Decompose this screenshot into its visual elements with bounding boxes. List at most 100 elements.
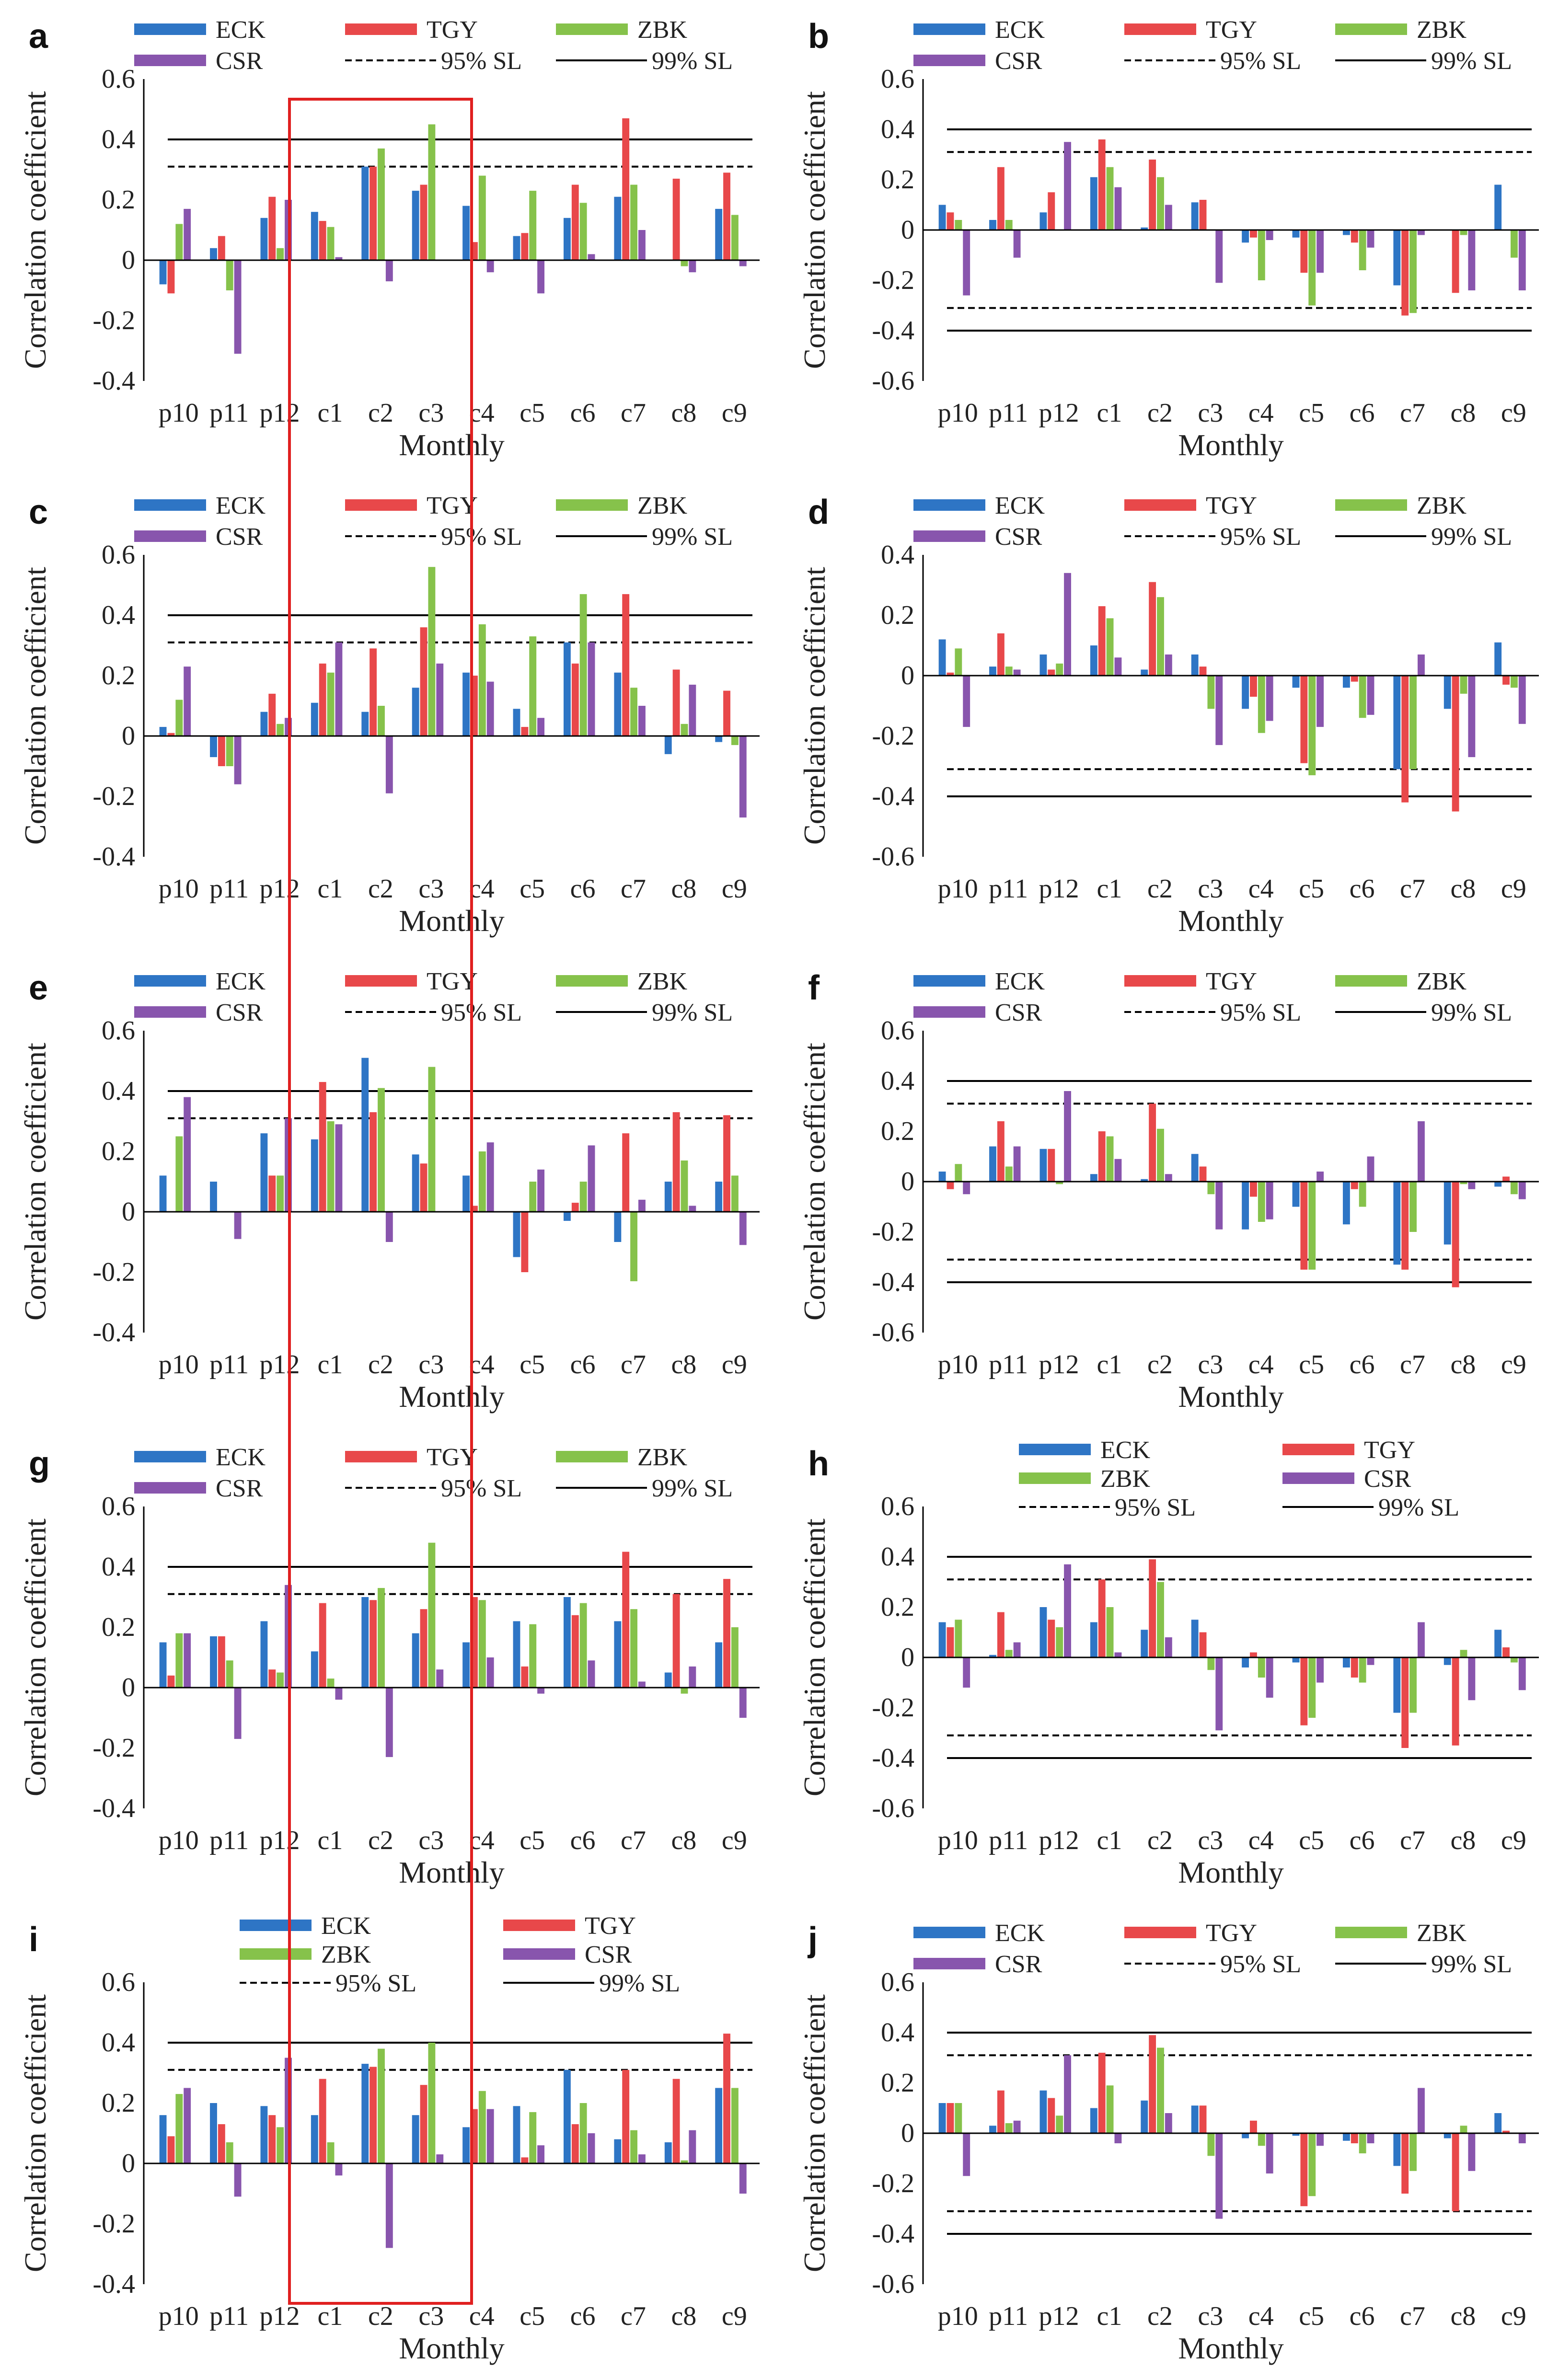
x-tick-label: c9 — [722, 2301, 747, 2331]
bar-zbk-c2 — [1157, 1128, 1164, 1182]
legend-label: TGY — [585, 1912, 636, 1940]
bar-csr-c2 — [1165, 1637, 1172, 1657]
bar-eck-c9 — [1494, 1630, 1502, 1657]
bar-zbk-p11 — [1005, 2123, 1013, 2133]
bar-csr-p10 — [184, 1097, 191, 1212]
bar-csr-c9 — [1518, 230, 1526, 290]
legend-label: 95% SL — [441, 47, 522, 75]
legend-label: 99% SL — [652, 1475, 733, 1502]
bar-eck-c3 — [1191, 1620, 1199, 1657]
bar-eck-c3 — [1191, 1154, 1199, 1182]
y-tick-label: 0 — [122, 721, 135, 751]
bar-zbk-c7 — [630, 688, 637, 736]
x-tick-label: c3 — [418, 2301, 444, 2331]
bar-zbk-c2 — [1157, 2047, 1164, 2133]
bar-csr-c7 — [638, 706, 646, 736]
bar-eck-c8 — [664, 1182, 672, 1212]
bar-zbk-p11 — [1005, 1650, 1013, 1657]
x-axis-title: Monthly — [1178, 1855, 1283, 1889]
bar-tgy-c2 — [1149, 582, 1156, 676]
x-tick-label: p10 — [159, 1350, 199, 1380]
bar-tgy-c5 — [521, 727, 529, 736]
legend-label: CSR — [585, 1941, 632, 1968]
legend-swatch-zbk — [1019, 1472, 1091, 1484]
legend-label: 99% SL — [1431, 523, 1512, 551]
bar-tgy-c5 — [521, 1212, 529, 1272]
bar-eck-c1 — [1090, 1174, 1097, 1182]
x-tick-label: c5 — [1299, 1350, 1324, 1380]
bar-tgy-c1 — [319, 2079, 326, 2163]
bar-csr-c4 — [486, 681, 494, 736]
bar-eck-c7 — [614, 1621, 622, 1688]
bar-csr-c8 — [689, 260, 696, 273]
x-tick-label: c8 — [1450, 874, 1476, 904]
bar-tgy-c1 — [319, 1082, 326, 1212]
bar-zbk-p12 — [1056, 1627, 1063, 1657]
bar-csr-c1 — [335, 1688, 343, 1700]
x-axis-title: Monthly — [399, 1380, 504, 1414]
bar-csr-c2 — [1165, 654, 1172, 676]
legend-label: TGY — [1206, 968, 1257, 995]
legend-label: ZBK — [637, 1444, 687, 1471]
bar-csr-c1 — [1114, 1652, 1122, 1657]
legend-label: TGY — [427, 1444, 478, 1471]
x-tick-label: c7 — [621, 874, 646, 904]
legend-swatch-zbk — [1335, 499, 1407, 511]
bar-tgy-p10 — [947, 2103, 954, 2133]
x-tick-label: c2 — [1147, 1350, 1173, 1380]
bar-zbk-p10 — [175, 2094, 183, 2163]
bar-eck-c9 — [715, 1642, 723, 1688]
bar-zbk-c5 — [1308, 230, 1316, 306]
legend-label: 95% SL — [1220, 1951, 1301, 1978]
bar-zbk-c2 — [378, 1588, 385, 1688]
x-tick-label: c7 — [1400, 1350, 1425, 1380]
x-tick-label: c4 — [1248, 1350, 1274, 1380]
bar-eck-p11 — [210, 248, 217, 260]
x-tick-label: c6 — [1350, 874, 1375, 904]
y-tick-label: 0.6 — [881, 1492, 914, 1521]
bar-tgy-p12 — [1048, 1620, 1055, 1657]
x-tick-label: c9 — [1501, 1826, 1526, 1855]
bar-tgy-p10 — [947, 1182, 954, 1189]
legend-swatch-eck — [134, 499, 206, 511]
x-tick-label: p11 — [989, 874, 1028, 904]
legend: ECK TGY ZBK CSR 95% SL 99% SL — [134, 16, 733, 75]
y-tick-label: 0.2 — [881, 165, 914, 195]
legend-swatch-eck — [913, 1927, 985, 1938]
bar-eck-p11 — [989, 1655, 996, 1657]
bar-zbk-c9 — [731, 1627, 739, 1688]
bar-tgy-p10 — [947, 1627, 954, 1657]
bar-csr-p11 — [1013, 2120, 1021, 2133]
bar-tgy-c9 — [723, 172, 730, 260]
bar-tgy-c8 — [672, 1594, 680, 1688]
bar-zbk-c3 — [1207, 676, 1215, 709]
legend-swatch-zbk — [1335, 1927, 1407, 1938]
bar-zbk-c1 — [327, 1679, 335, 1688]
bar-tgy-c1 — [1098, 1579, 1106, 1657]
bar-tgy-c4 — [1250, 2120, 1257, 2133]
panel-letter: c — [29, 493, 48, 531]
bar-zbk-p12 — [1056, 1182, 1063, 1184]
bar-eck-p11 — [989, 1146, 996, 1182]
x-axis-title: Monthly — [1178, 904, 1283, 938]
bar-eck-c9 — [715, 208, 723, 260]
bar-zbk-c5 — [529, 636, 537, 736]
legend-swatch-zbk — [1335, 23, 1407, 35]
bar-eck-c1 — [311, 212, 318, 260]
bar-csr-c2 — [385, 1212, 393, 1242]
bar-csr-p11 — [234, 736, 242, 784]
bar-zbk-p10 — [175, 224, 183, 260]
x-tick-label: c1 — [318, 1350, 343, 1380]
bar-eck-c4 — [1242, 1182, 1249, 1230]
legend-label: 99% SL — [1431, 1951, 1512, 1978]
bar-tgy-p12 — [1048, 192, 1055, 230]
bar-eck-c3 — [412, 1633, 419, 1688]
bar-csr-c9 — [1518, 676, 1526, 724]
legend-label: 99% SL — [652, 999, 733, 1026]
legend-label: CSR — [216, 999, 263, 1026]
bar-zbk-c3 — [428, 567, 436, 736]
bar-tgy-c6 — [571, 2124, 579, 2163]
bar-eck-c3 — [1191, 202, 1199, 230]
bar-eck-c2 — [1141, 669, 1148, 676]
bar-tgy-c6 — [1351, 1182, 1358, 1189]
